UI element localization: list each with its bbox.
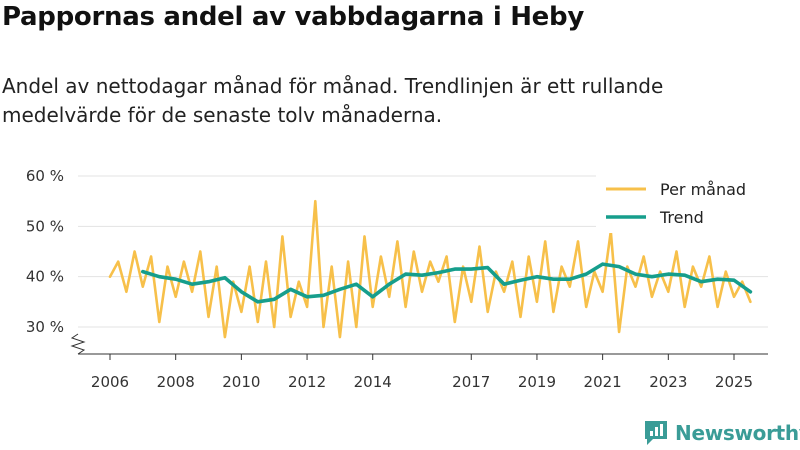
y-tick-label: 40 % [26, 268, 64, 286]
chart-title: Pappornas andel av vabbdagarna i Heby [2, 2, 584, 32]
x-tick-label: 2008 [157, 373, 195, 391]
y-tick-label: 60 % [26, 167, 64, 185]
legend-label: Per månad [660, 180, 746, 199]
x-tick-label: 2025 [715, 373, 753, 391]
y-axis: 30 % 40 % 50 % 60 % [26, 167, 86, 355]
x-tick-label: 2014 [354, 373, 392, 391]
legend-label: Trend [659, 208, 704, 227]
legend-background [596, 173, 784, 233]
x-tick-label: 2019 [518, 373, 556, 391]
series-lines [108, 199, 753, 339]
brand-name: Newsworthy [675, 421, 800, 445]
axis-break [70, 333, 86, 355]
trend-series-line [141, 262, 753, 304]
x-tick-label: 2010 [222, 373, 260, 391]
newsworthy-icon [645, 421, 667, 445]
newsworthy-logo: Newsworthy [643, 418, 800, 448]
x-tick-label: 2006 [91, 373, 129, 391]
y-tick-label: 30 % [26, 318, 64, 336]
legend: Per månad Trend [596, 173, 784, 233]
x-tick-label: 2021 [584, 373, 622, 391]
x-axis: 2006 2008 2010 2012 2014 2017 2019 2021 2023 2025 [78, 353, 768, 391]
monthly-series-line [108, 199, 752, 339]
x-tick-label: 2023 [649, 373, 687, 391]
x-tick-label: 2017 [452, 373, 490, 391]
x-tick-label: 2012 [288, 373, 326, 391]
chart-subtitle: Andel av nettodagar månad för månad. Tre… [2, 74, 664, 127]
y-tick-label: 50 % [26, 217, 64, 235]
